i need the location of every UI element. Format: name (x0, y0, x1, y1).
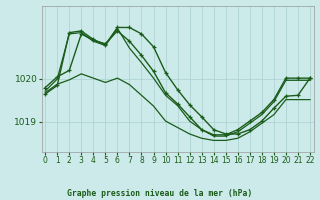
Text: Graphe pression niveau de la mer (hPa): Graphe pression niveau de la mer (hPa) (68, 189, 252, 198)
